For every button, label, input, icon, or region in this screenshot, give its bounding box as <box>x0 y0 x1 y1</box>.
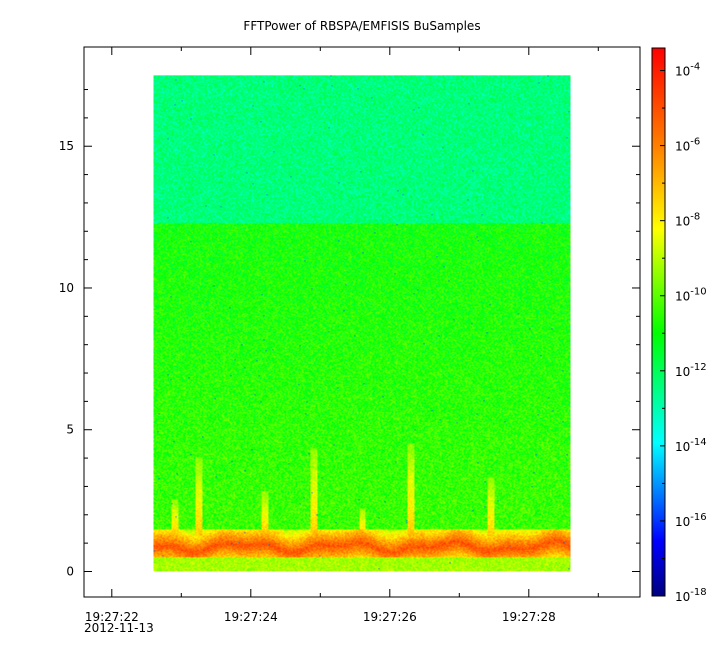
heatmap <box>153 75 571 572</box>
y-tick-label: 0 <box>66 564 74 578</box>
chart-title: FFTPower of RBSPA/EMFISIS BuSamples <box>243 19 480 33</box>
colorbar-tick-label: 10-6 <box>675 137 700 154</box>
colorbar-gradient <box>651 47 666 597</box>
colorbar-tick-label: 10-16 <box>675 512 707 529</box>
colorbar-tick-label: 10-8 <box>675 212 700 229</box>
colorbar-tick-label: 10-12 <box>675 362 707 379</box>
y-tick-label: 10 <box>59 281 74 295</box>
plot-area: 19:27:22 19:27:24 19:27:26 19:27:28 0 5 10 15 <box>59 46 641 624</box>
x-tick-label: 19:27:24 <box>224 610 278 624</box>
colorbar-ticks: 10-4 10-6 10-8 10-10 10-12 10-14 10-16 10-18 <box>660 62 707 604</box>
y-tick-label: 5 <box>66 423 74 437</box>
x-axis-date-label: 2012-11-13 <box>84 621 154 635</box>
x-tick-label: 19:27:26 <box>363 610 417 624</box>
y-axis: 0 5 10 15 <box>59 89 640 578</box>
colorbar-tick-label: 10-18 <box>675 587 707 604</box>
heatmap-image <box>153 75 571 572</box>
y-tick-label: 15 <box>59 139 74 153</box>
colorbar-tick-label: 10-4 <box>675 62 700 79</box>
x-tick-label: 19:27:28 <box>502 610 556 624</box>
x-axis: 19:27:22 19:27:24 19:27:26 19:27:28 <box>85 47 599 624</box>
colorbar: 10-4 10-6 10-8 10-10 10-12 10-14 10-16 10-18 <box>651 47 707 604</box>
colorbar-tick-label: 10-10 <box>675 287 707 304</box>
x-tick-label: 19:27:22 <box>85 610 139 624</box>
colorbar-tick-label: 10-14 <box>675 437 707 454</box>
